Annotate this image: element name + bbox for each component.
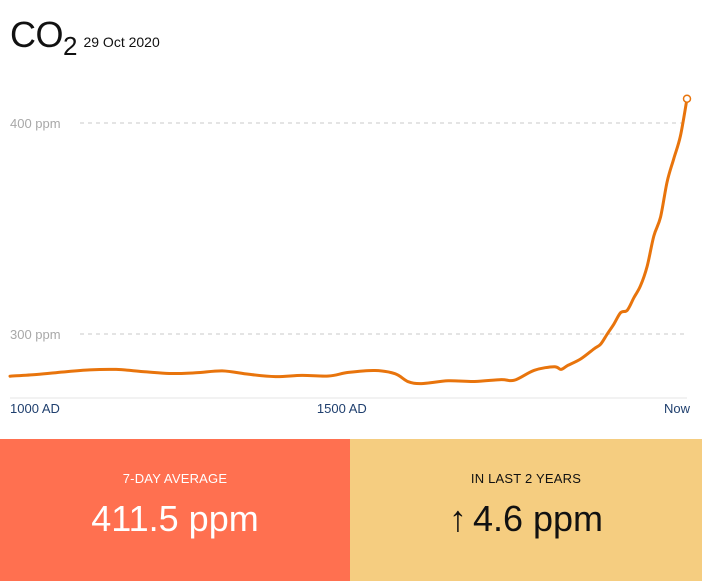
chart-header: CO 2 29 Oct 2020: [10, 14, 160, 61]
chart-title: CO: [10, 14, 64, 55]
two-year-change-label: IN LAST 2 YEARS: [470, 470, 582, 486]
latest-point-marker: [682, 94, 692, 103]
two-year-change-value: 4.6 ppm: [472, 497, 604, 539]
seven-day-average-label: 7-DAY AVERAGE: [122, 470, 228, 486]
seven-day-average-tile: 7-DAY AVERAGE 411.5 ppm: [0, 439, 350, 581]
x-tick-label: 1000 AD: [10, 401, 60, 416]
two-year-change-tile: IN LAST 2 YEARS ↑ 4.6 ppm: [350, 439, 702, 581]
co2-line-chart: 400 ppm 300 ppm 1000 AD 1500 AD Now: [8, 94, 692, 416]
x-tick-label: Now: [664, 401, 691, 416]
co2-series-line: [8, 97, 689, 386]
up-arrow-icon: ↑: [448, 497, 467, 539]
x-tick-label: 1500 AD: [317, 401, 367, 416]
seven-day-average-value: 411.5 ppm: [91, 497, 259, 539]
y-tick-label: 400 ppm: [10, 116, 61, 131]
chart-title-subscript: 2: [63, 31, 78, 61]
chart-date: 29 Oct 2020: [83, 34, 160, 50]
y-tick-label: 300 ppm: [10, 327, 61, 342]
two-year-change-value-row: ↑ 4.6 ppm: [449, 498, 603, 540]
